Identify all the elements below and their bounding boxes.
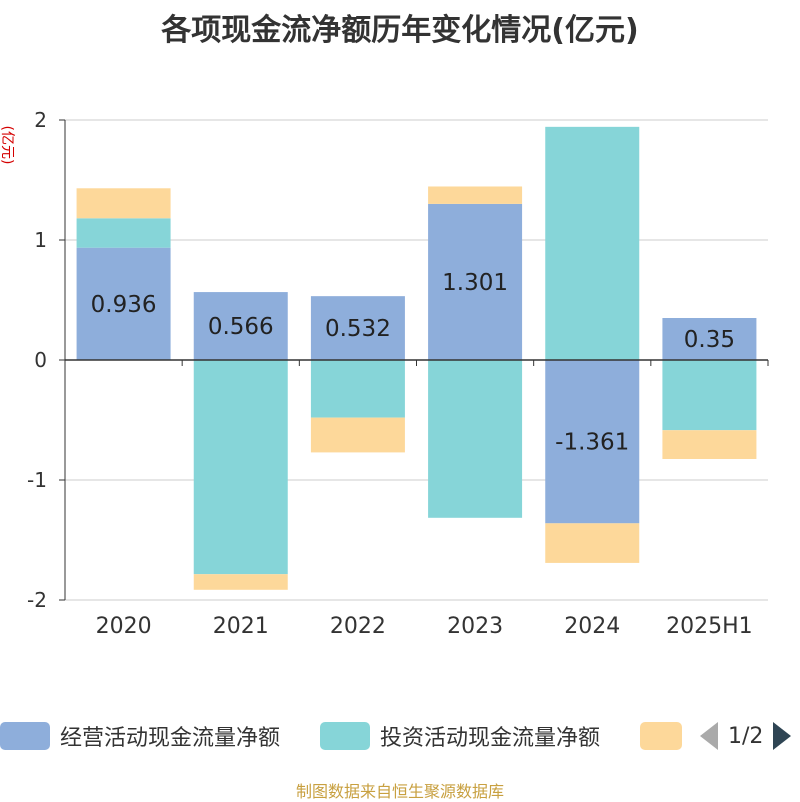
bar-series-2-2021[interactable] bbox=[193, 574, 288, 590]
bar-经营活动现金流量净额-2023[interactable] bbox=[428, 203, 523, 360]
legend-label-operating: 经营活动现金流量净额 bbox=[60, 726, 281, 751]
y-tick-label: -2 bbox=[27, 588, 47, 612]
bar-投资活动现金流量净额-2020[interactable] bbox=[76, 218, 171, 248]
y-tick-label: 1 bbox=[34, 228, 47, 252]
bar-series-2-2025H1[interactable] bbox=[662, 430, 757, 459]
bar-经营活动现金流量净额-2021[interactable] bbox=[193, 292, 288, 360]
x-tick-label: 2023 bbox=[447, 614, 503, 639]
legend-label-investing: 投资活动现金流量净额 bbox=[380, 726, 601, 751]
x-tick-label: 2021 bbox=[213, 614, 269, 639]
y-tick-label: 0 bbox=[34, 348, 47, 372]
bar-series-2-2022[interactable] bbox=[310, 417, 405, 453]
data-source-note: 制图数据来自恒生聚源数据库 bbox=[295, 782, 504, 801]
data-label: 0.532 bbox=[325, 316, 391, 342]
x-tick-label: 2025H1 bbox=[666, 614, 753, 639]
bar-经营活动现金流量净额-2024[interactable] bbox=[545, 360, 640, 524]
data-label: 0.936 bbox=[91, 292, 157, 318]
bar-series-2-2020[interactable] bbox=[76, 188, 171, 219]
data-label: 0.35 bbox=[684, 327, 735, 353]
data-label: -1.361 bbox=[555, 430, 629, 456]
y-tick-label: 2 bbox=[34, 108, 47, 132]
bar-经营活动现金流量净额-2022[interactable] bbox=[310, 296, 405, 360]
legend: 经营活动现金流量净额 投资活动现金流量净额 1/2 bbox=[0, 716, 800, 756]
bar-经营活动现金流量净额-2025H1[interactable] bbox=[662, 318, 757, 360]
bar-投资活动现金流量净额-2025H1[interactable] bbox=[662, 360, 757, 431]
x-tick-label: 2020 bbox=[96, 614, 152, 639]
chart-title: 各项现金流净额历年变化情况(亿元) bbox=[161, 13, 639, 48]
legend-item-investing[interactable]: 投资活动现金流量净额 bbox=[320, 716, 600, 756]
bar-series-2-2024[interactable] bbox=[545, 523, 640, 563]
bar-chart: 2 1 0 -1 -2 0.936 0.566 0.532 1.301 -1.361 0.35 202… bbox=[27, 108, 769, 639]
bar-投资活动现金流量净额-2024[interactable] bbox=[545, 126, 640, 360]
bar-投资活动现金流量净额-2022[interactable] bbox=[310, 360, 405, 418]
legend-prev-arrow-icon[interactable] bbox=[700, 722, 718, 750]
y-tick-label: -1 bbox=[27, 468, 47, 492]
bar-经营活动现金流量净额-2020[interactable] bbox=[76, 247, 171, 360]
legend-next-arrow-icon[interactable] bbox=[773, 722, 792, 750]
legend-swatch-investing bbox=[320, 722, 370, 750]
legend-page-indicator: 1/2 bbox=[728, 723, 764, 749]
legend-swatch-operating bbox=[0, 722, 50, 750]
legend-swatch-third bbox=[640, 722, 682, 750]
x-tick-label: 2024 bbox=[564, 614, 620, 639]
legend-pager: 1/2 bbox=[700, 716, 792, 756]
x-tick-label: 2022 bbox=[330, 614, 386, 639]
data-label: 0.566 bbox=[208, 314, 274, 340]
data-label: 1.301 bbox=[442, 270, 508, 296]
bar-series-2-2023[interactable] bbox=[428, 186, 523, 204]
bar-投资活动现金流量净额-2021[interactable] bbox=[193, 360, 288, 575]
legend-item-operating[interactable]: 经营活动现金流量净额 bbox=[0, 716, 280, 756]
bar-投资活动现金流量净额-2023[interactable] bbox=[428, 360, 523, 518]
legend-item-third[interactable] bbox=[640, 716, 682, 756]
